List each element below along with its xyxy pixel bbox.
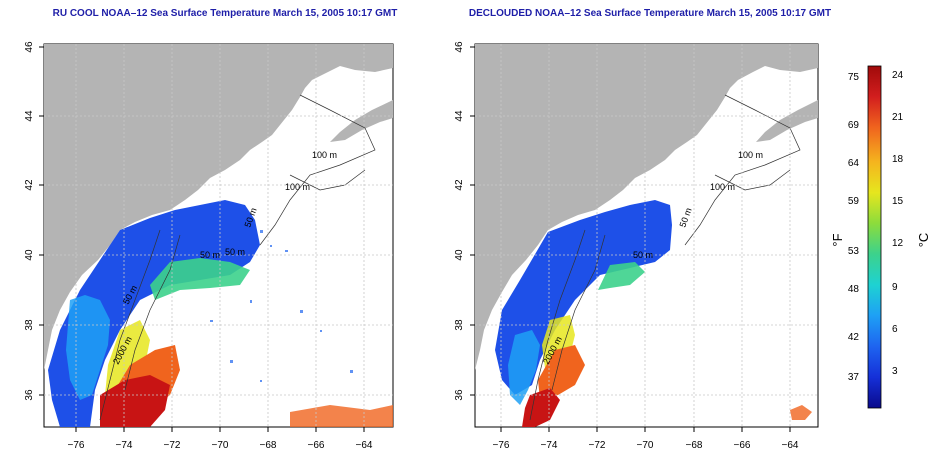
right-x-tick: −74 <box>541 440 558 451</box>
colorbar-f-tick: 48 <box>848 284 860 295</box>
right-sst-warm <box>538 345 585 400</box>
colorbar-f-label: °F <box>830 233 845 246</box>
left-contour-label: 50 m <box>225 247 245 257</box>
colorbar-c-tick: 12 <box>892 238 904 249</box>
left-bathymetry <box>99 94 376 421</box>
right-contour-label: 100 m <box>710 182 735 192</box>
colorbar-f-tick: 59 <box>848 196 860 207</box>
left-sst-light <box>66 295 110 400</box>
colorbar-f-tick: 69 <box>848 120 860 131</box>
left-y-tick: 38 <box>24 319 35 331</box>
left-sst-speckles <box>210 230 353 382</box>
right-map: 100 m 100 m 50 m 50 m 2000 m −76 −74 −72… <box>454 41 819 451</box>
left-x-tick: −72 <box>164 440 181 451</box>
right-x-tick: −72 <box>589 440 606 451</box>
right-y-tick: 36 <box>454 389 465 401</box>
left-x-tick: −68 <box>260 440 277 451</box>
left-contour-label: 50 m <box>200 250 220 260</box>
right-x-tick: −76 <box>493 440 510 451</box>
colorbar: 75 69 64 59 53 48 42 37 24 21 18 15 12 9… <box>830 65 931 409</box>
left-x-tick: −64 <box>356 440 373 451</box>
right-y-tick: 42 <box>454 179 465 191</box>
right-bathymetry <box>529 94 801 421</box>
right-land-nova-scotia <box>756 100 818 142</box>
right-y-tick: 44 <box>454 110 465 122</box>
colorbar-f-tick: 37 <box>848 372 860 383</box>
left-contour-label: 100 m <box>312 150 337 160</box>
colorbar-f-tick: 42 <box>848 332 860 343</box>
colorbar-scale <box>867 65 882 409</box>
colorbar-c-tick: 24 <box>892 70 904 81</box>
right-contour-label: 100 m <box>738 150 763 160</box>
left-map: 100 m 100 m 50 m 50 m 50 m 2000 m 50 m −… <box>24 41 394 451</box>
right-y-tick: 40 <box>454 249 465 261</box>
left-y-tick: 44 <box>24 110 35 122</box>
colorbar-c-tick: 6 <box>892 324 898 335</box>
right-grid <box>475 44 818 427</box>
left-y-tick: 42 <box>24 179 35 191</box>
right-sst-bottom-right <box>790 405 812 420</box>
left-sst-green <box>150 258 250 300</box>
right-x-tick: −68 <box>686 440 703 451</box>
left-land-nova-scotia <box>330 100 393 142</box>
right-sst-hot <box>522 388 560 427</box>
left-land <box>44 44 393 370</box>
right-map-title: DECLOUDED NOAA–12 Sea Surface Temperatur… <box>468 8 832 19</box>
colorbar-c-tick: 9 <box>892 282 898 293</box>
left-sst-hot <box>100 375 170 427</box>
right-contour-label: 50 m <box>633 250 653 260</box>
right-x-tick: −70 <box>637 440 654 451</box>
right-sst-light <box>508 330 540 405</box>
colorbar-c-tick: 3 <box>892 366 898 377</box>
left-y-tick: 40 <box>24 249 35 261</box>
colorbar-c-label: °C <box>916 233 931 248</box>
left-x-tick: −66 <box>308 440 325 451</box>
colorbar-f-tick: 64 <box>848 158 860 169</box>
left-contour-label: 100 m <box>285 182 310 192</box>
colorbar-f-tick: 53 <box>848 246 860 257</box>
right-y-tick: 46 <box>454 41 465 53</box>
right-x-tick: −64 <box>782 440 799 451</box>
left-map-title: RU COOL NOAA–12 Sea Surface Temperature … <box>52 8 398 19</box>
left-x-tick: −76 <box>68 440 85 451</box>
colorbar-c-tick: 18 <box>892 154 904 165</box>
right-sst-green <box>598 262 645 290</box>
left-x-tick: −74 <box>116 440 133 451</box>
colorbar-c-tick: 21 <box>892 112 904 123</box>
right-y-tick: 38 <box>454 319 465 331</box>
left-sst-cold <box>48 200 260 427</box>
left-y-tick: 46 <box>24 41 35 53</box>
colorbar-c-tick: 15 <box>892 196 904 207</box>
left-y-tick: 36 <box>24 389 35 401</box>
right-land <box>475 44 818 370</box>
right-x-tick: −66 <box>734 440 751 451</box>
colorbar-f-tick: 75 <box>848 72 860 83</box>
left-x-tick: −70 <box>212 440 229 451</box>
